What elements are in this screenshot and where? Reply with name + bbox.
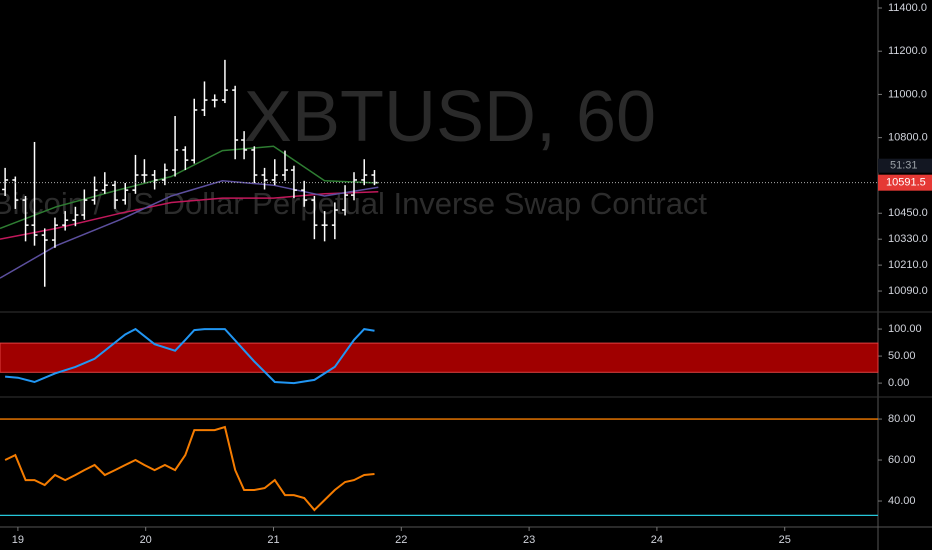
y-tick-label: 11000.0 — [888, 88, 927, 100]
y-tick-label: 10800.0 — [888, 132, 928, 144]
x-tick-label: 25 — [779, 534, 791, 546]
watermark-title: XBTUSD, 60 — [244, 77, 656, 157]
y-tick-label: 10450.0 — [888, 207, 928, 219]
countdown-box — [878, 158, 932, 173]
x-tick-label: 20 — [140, 534, 152, 546]
band — [0, 342, 879, 373]
y-tick-label: 80.00 — [888, 413, 916, 425]
x-tick-label: 23 — [523, 534, 535, 546]
series-line — [0, 145, 379, 230]
y-tick-label: 40.00 — [888, 495, 916, 507]
y-tick-label: 100.00 — [888, 323, 922, 335]
last-price-label: 10591.5 — [886, 177, 926, 189]
series-line — [5, 327, 375, 385]
x-tick-label: 22 — [395, 534, 407, 546]
x-tick-label: 19 — [12, 534, 24, 546]
x-tick-label: 24 — [651, 534, 663, 546]
y-tick-label: 10330.0 — [888, 233, 928, 245]
y-tick-label: 11400.0 — [888, 2, 927, 14]
last-price-box — [878, 174, 932, 191]
x-tick-label: 21 — [267, 534, 279, 546]
y-tick-label: 60.00 — [888, 454, 916, 466]
y-tick-label: 10090.0 — [888, 285, 928, 297]
y-tick-label: 11200.0 — [888, 45, 927, 57]
y-tick-label: 10210.0 — [888, 259, 928, 271]
series-line — [0, 180, 379, 279]
countdown: 51:31 — [890, 160, 918, 172]
y-tick-label: 50.00 — [888, 350, 916, 362]
series-line — [4, 425, 375, 512]
y-tick-label: 0.00 — [888, 377, 909, 389]
